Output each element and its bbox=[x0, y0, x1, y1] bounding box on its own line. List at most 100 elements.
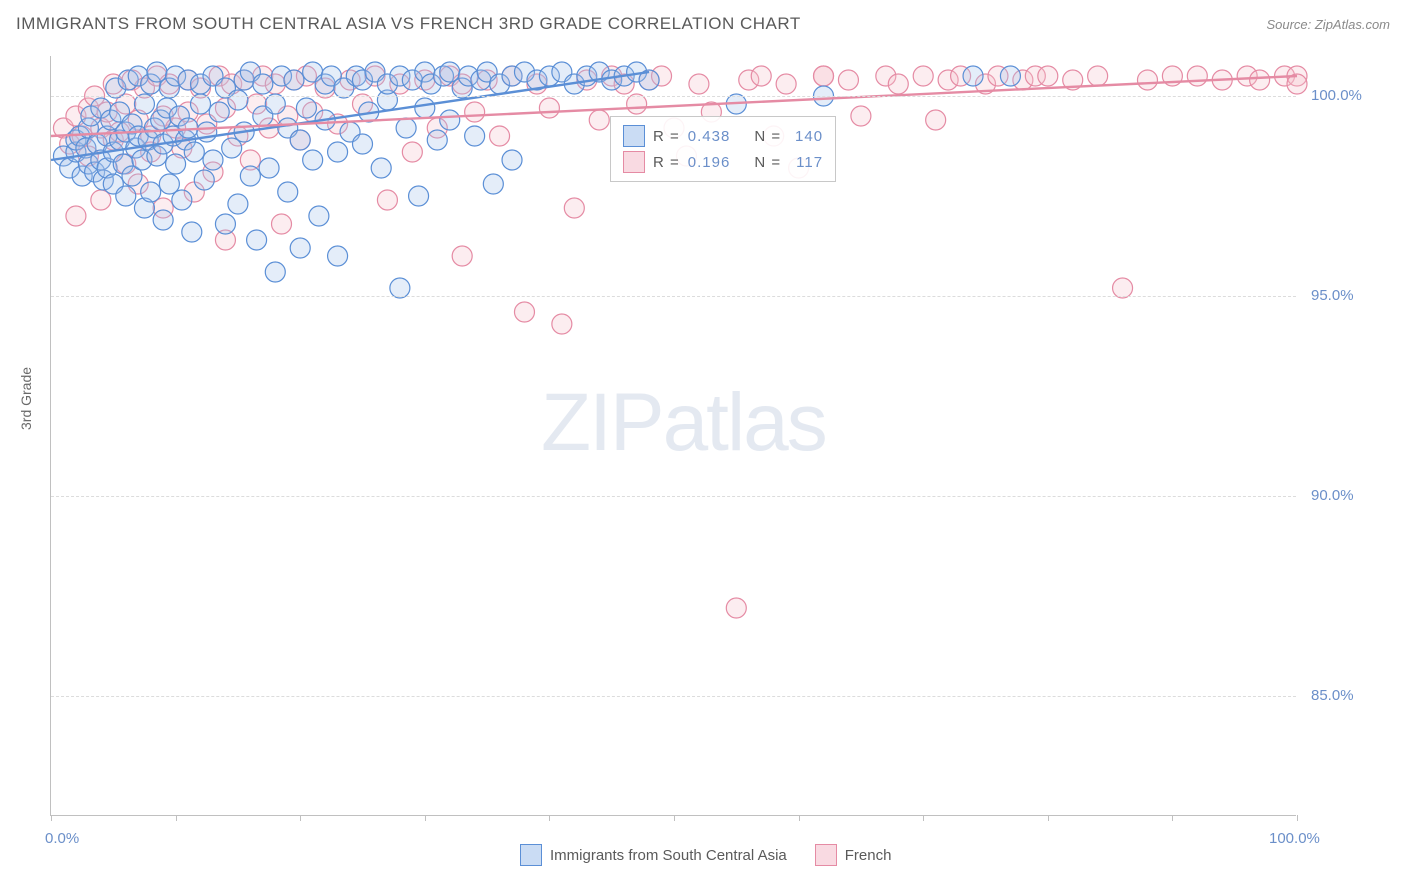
x-tick bbox=[176, 815, 177, 821]
series-legend-item: Immigrants from South Central Asia bbox=[520, 844, 787, 866]
data-point bbox=[409, 186, 429, 206]
data-point bbox=[726, 598, 746, 618]
grid-line bbox=[51, 496, 1296, 497]
legend-swatch bbox=[815, 844, 837, 866]
data-point bbox=[296, 98, 316, 118]
data-point bbox=[751, 66, 771, 86]
data-point bbox=[153, 210, 173, 230]
data-point bbox=[963, 66, 983, 86]
legend-swatch bbox=[520, 844, 542, 866]
grid-line bbox=[51, 96, 1296, 97]
data-point bbox=[377, 190, 397, 210]
data-point bbox=[66, 206, 86, 226]
x-tick bbox=[300, 815, 301, 821]
data-point bbox=[272, 214, 292, 234]
data-point bbox=[396, 118, 416, 138]
legend-swatch bbox=[623, 151, 645, 173]
data-point bbox=[502, 150, 522, 170]
data-point bbox=[182, 222, 202, 242]
data-point bbox=[838, 70, 858, 90]
series-legend-item: French bbox=[815, 844, 892, 866]
data-point bbox=[247, 230, 267, 250]
x-tick bbox=[1297, 815, 1298, 821]
n-value: 140 bbox=[789, 128, 823, 145]
data-point bbox=[259, 158, 279, 178]
data-point bbox=[490, 126, 510, 146]
data-point bbox=[278, 182, 298, 202]
x-tick bbox=[549, 815, 550, 821]
grid-line bbox=[51, 696, 1296, 697]
y-tick-label: 90.0% bbox=[1311, 487, 1354, 504]
data-point bbox=[1250, 70, 1270, 90]
data-point bbox=[452, 246, 472, 266]
r-label: R = bbox=[653, 154, 680, 171]
data-point bbox=[689, 74, 709, 94]
data-point bbox=[913, 66, 933, 86]
data-point bbox=[1113, 278, 1133, 298]
data-point bbox=[539, 98, 559, 118]
data-point bbox=[627, 94, 647, 114]
stats-legend-row: R = 0.196 N = 117 bbox=[623, 149, 823, 175]
data-point bbox=[194, 170, 214, 190]
legend-label: Immigrants from South Central Asia bbox=[550, 847, 787, 864]
data-point bbox=[1137, 70, 1157, 90]
r-value: 0.438 bbox=[688, 128, 731, 145]
data-point bbox=[265, 262, 285, 282]
data-point bbox=[465, 126, 485, 146]
x-tick bbox=[1048, 815, 1049, 821]
r-value: 0.196 bbox=[688, 154, 731, 171]
data-point bbox=[191, 94, 211, 114]
data-point bbox=[328, 246, 348, 266]
data-point bbox=[390, 278, 410, 298]
data-point bbox=[309, 206, 329, 226]
data-point bbox=[776, 74, 796, 94]
y-tick-label: 85.0% bbox=[1311, 687, 1354, 704]
data-point bbox=[328, 142, 348, 162]
data-point bbox=[483, 174, 503, 194]
data-point bbox=[851, 106, 871, 126]
data-point bbox=[371, 158, 391, 178]
data-point bbox=[1000, 66, 1020, 86]
data-point bbox=[265, 94, 285, 114]
data-point bbox=[440, 110, 460, 130]
n-label: N = bbox=[754, 128, 781, 145]
x-tick-label: 100.0% bbox=[1269, 830, 1320, 847]
data-point bbox=[514, 302, 534, 322]
y-axis-label: 3rd Grade bbox=[18, 367, 34, 430]
data-point bbox=[141, 182, 161, 202]
series-legend: Immigrants from South Central Asia French bbox=[520, 844, 891, 866]
grid-line bbox=[51, 296, 1296, 297]
data-point bbox=[290, 238, 310, 258]
data-point bbox=[303, 150, 323, 170]
x-tick-label: 0.0% bbox=[45, 830, 79, 847]
data-point bbox=[290, 130, 310, 150]
chart-title: IMMIGRANTS FROM SOUTH CENTRAL ASIA VS FR… bbox=[16, 14, 801, 34]
data-point bbox=[134, 94, 154, 114]
data-point bbox=[1088, 66, 1108, 86]
data-point bbox=[427, 130, 447, 150]
y-tick-label: 100.0% bbox=[1311, 87, 1362, 104]
data-point bbox=[209, 102, 229, 122]
x-tick bbox=[51, 815, 52, 821]
x-tick bbox=[1172, 815, 1173, 821]
n-label: N = bbox=[754, 154, 781, 171]
stats-legend-row: R = 0.438 N = 140 bbox=[623, 123, 823, 149]
source-label: Source: ZipAtlas.com bbox=[1266, 17, 1390, 32]
data-point bbox=[116, 186, 136, 206]
data-point bbox=[415, 98, 435, 118]
data-point bbox=[926, 110, 946, 130]
r-label: R = bbox=[653, 128, 680, 145]
data-point bbox=[564, 198, 584, 218]
data-point bbox=[166, 154, 186, 174]
n-value: 117 bbox=[789, 154, 823, 171]
data-point bbox=[465, 102, 485, 122]
stats-legend: R = 0.438 N = 140 R = 0.196 N = 117 bbox=[610, 116, 836, 182]
data-point bbox=[552, 314, 572, 334]
data-point bbox=[353, 134, 373, 154]
data-point bbox=[253, 74, 273, 94]
data-point bbox=[184, 142, 204, 162]
legend-label: French bbox=[845, 847, 892, 864]
data-point bbox=[814, 66, 834, 86]
title-bar: IMMIGRANTS FROM SOUTH CENTRAL ASIA VS FR… bbox=[16, 14, 1390, 34]
x-tick bbox=[923, 815, 924, 821]
